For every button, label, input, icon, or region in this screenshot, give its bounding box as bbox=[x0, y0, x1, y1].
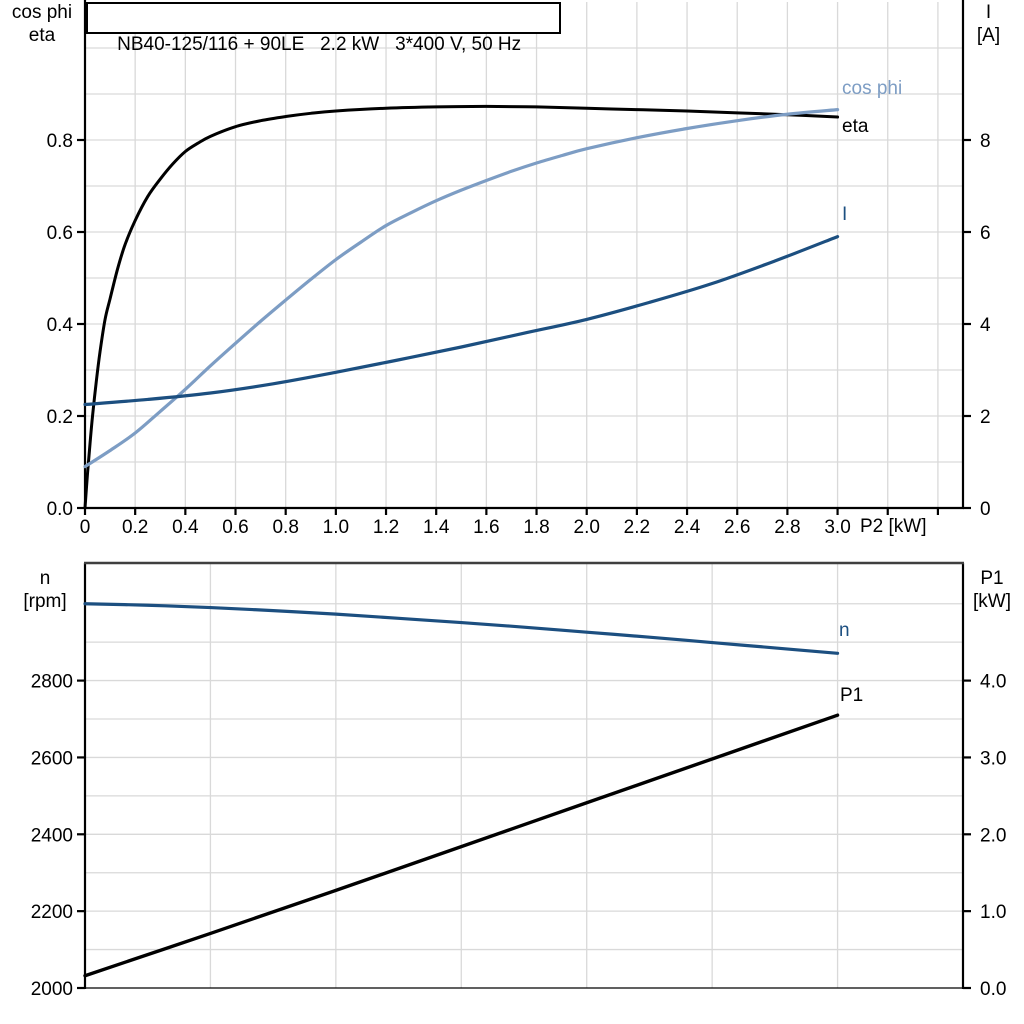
curve-label-cosphi: cos phi bbox=[842, 78, 903, 99]
x-axis-tick-label: 0 bbox=[80, 517, 91, 538]
left-axis-tick-label: 2200 bbox=[31, 902, 73, 923]
right-axis-tick-label: 1.0 bbox=[980, 902, 1006, 923]
right-axis-tick-label: 3.0 bbox=[980, 748, 1006, 769]
right-axis-tick-label: 0 bbox=[980, 499, 991, 520]
left-axis-tick-label: 0.8 bbox=[47, 131, 73, 152]
left-axis-tick-label: 0.4 bbox=[47, 315, 74, 336]
x-axis-tick-label: 1.2 bbox=[373, 517, 399, 538]
x-axis-tick-label: 2.8 bbox=[774, 517, 800, 538]
curve-i bbox=[83, 235, 840, 407]
curve-p1 bbox=[83, 713, 840, 978]
right-axis-tick-label: 8 bbox=[980, 131, 991, 152]
left-axis-tick-label: 0.6 bbox=[47, 223, 73, 244]
right-axis-tick-label: 2 bbox=[980, 407, 991, 428]
axis-header-eta: eta bbox=[28, 25, 56, 46]
x-axis-label: P2 [kW] bbox=[860, 516, 927, 537]
x-axis-tick-label: 1.4 bbox=[423, 517, 450, 538]
left-axis-tick-label: 0.0 bbox=[47, 499, 73, 520]
curve-label-current: I bbox=[842, 204, 848, 225]
axis-header-p1: P1 bbox=[980, 568, 1004, 589]
left-axis-tick-label: 0.2 bbox=[47, 407, 73, 428]
x-axis-tick-label: 3.0 bbox=[824, 517, 850, 538]
axis-header-current-unit: [A] bbox=[976, 25, 1001, 46]
left-axis-tick-label: 2800 bbox=[31, 672, 73, 693]
right-axis-tick-label: 4.0 bbox=[980, 672, 1006, 693]
bottom-left-axis-header: n [rpm] bbox=[3, 567, 87, 613]
left-axis-tick-label: 2000 bbox=[31, 979, 73, 1000]
axis-header-speed: n bbox=[39, 568, 51, 589]
left-axis-tick-label: 2400 bbox=[31, 825, 73, 846]
left-axis-tick-label: 2600 bbox=[31, 748, 73, 769]
x-axis-tick-label: 0.4 bbox=[172, 517, 199, 538]
right-axis-tick-label: 4 bbox=[980, 315, 991, 336]
x-axis-tick-label: 2.4 bbox=[674, 517, 701, 538]
axis-header-current: I bbox=[985, 2, 992, 23]
x-axis-tick-label: 2.2 bbox=[624, 517, 650, 538]
x-axis-tick-label: 1.0 bbox=[323, 517, 349, 538]
x-axis-tick-label: 1.6 bbox=[473, 517, 499, 538]
axis-header-cosphi: cos phi bbox=[11, 2, 73, 23]
bottom-right-axis-header: P1 [kW] bbox=[960, 567, 1024, 613]
x-axis-tick-label: 0.6 bbox=[222, 517, 248, 538]
curve-label-speed: n bbox=[839, 620, 850, 641]
curve-n bbox=[83, 602, 840, 655]
x-axis-tick-label: 1.8 bbox=[523, 517, 549, 538]
chart-title-box: NB40-125/116 + 90LE 2.2 kW 3*400 V, 50 H… bbox=[86, 2, 561, 55]
top-left-axis-header: cos phi eta bbox=[0, 1, 84, 47]
right-axis-tick-label: 0.0 bbox=[980, 979, 1006, 1000]
x-axis-tick-label: 2.6 bbox=[724, 517, 750, 538]
axis-header-p1-unit: [kW] bbox=[973, 591, 1011, 612]
curve-eta bbox=[83, 104, 840, 510]
curve-label-eta: eta bbox=[842, 116, 869, 137]
x-axis-tick-label: 0.2 bbox=[122, 517, 148, 538]
x-axis-tick-label: 2.0 bbox=[574, 517, 600, 538]
x-axis-tick-label: 0.8 bbox=[272, 517, 298, 538]
right-axis-tick-label: 6 bbox=[980, 223, 991, 244]
chart-title: NB40-125/116 + 90LE 2.2 kW 3*400 V, 50 H… bbox=[117, 34, 522, 55]
top-right-axis-header: I [A] bbox=[953, 1, 1024, 47]
curve-cos-phi bbox=[83, 108, 840, 469]
curve-label-p1: P1 bbox=[840, 685, 864, 706]
right-axis-tick-label: 2.0 bbox=[980, 825, 1006, 846]
axis-header-speed-unit: [rpm] bbox=[23, 591, 67, 612]
